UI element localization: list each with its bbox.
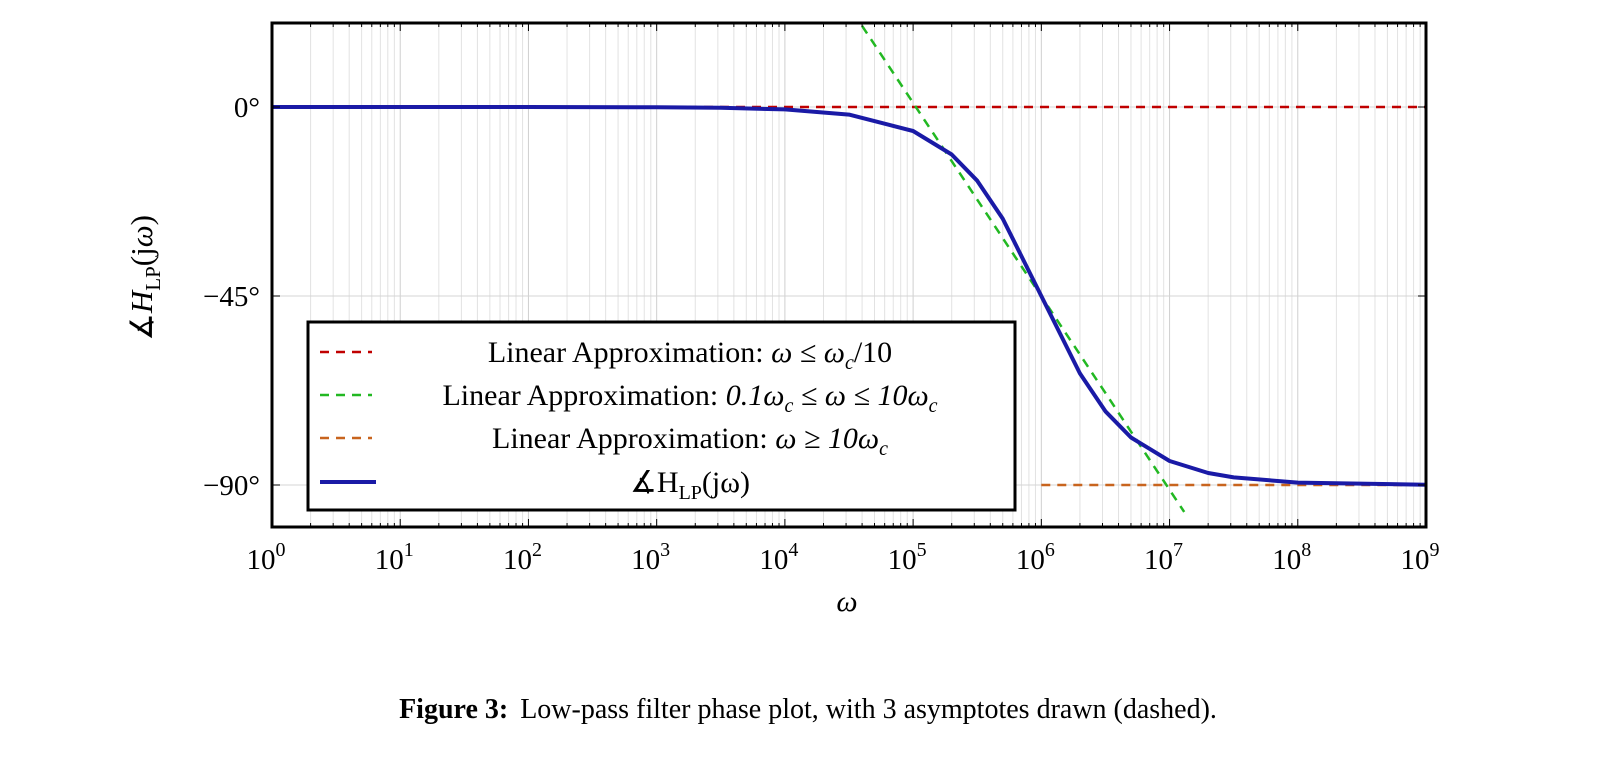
y-tick-label: 0° bbox=[234, 92, 260, 124]
x-tick-label: 100 bbox=[247, 539, 286, 576]
legend-box bbox=[306, 320, 1017, 512]
series-phase-curve bbox=[272, 105, 1426, 487]
y-axis-label: ∡HLP(jω) bbox=[124, 215, 165, 341]
x-axis-label: ω bbox=[836, 585, 857, 618]
axis-ticks: 0° −45° −90° 100 101 102 103 104 105 106 107 108 109 bbox=[203, 23, 1440, 576]
x-tick-label: 105 bbox=[888, 539, 927, 576]
legend: Linear Approximation: ω ≤ ωc/10 Linear A… bbox=[306, 320, 1017, 512]
x-tick-label: 109 bbox=[1401, 539, 1440, 576]
phase-plot-chart: 0° −45° −90° 100 101 102 103 104 105 106 107 108 109… bbox=[124, 21, 1440, 618]
y-tick-label: −90° bbox=[203, 470, 260, 502]
legend-label-below-corner: Linear Approximation: ω ≤ ωc/10 bbox=[488, 336, 892, 374]
series-transition-asymptote bbox=[861, 25, 1186, 513]
legend-label-transition: Linear Approximation: 0.1ωc ≤ ω ≤ 10ωc bbox=[442, 379, 937, 417]
x-tick-label: 106 bbox=[1016, 539, 1055, 576]
y-tick-label: −45° bbox=[203, 281, 260, 313]
x-tick-label: 101 bbox=[375, 539, 414, 576]
svg-text:∡HLP(jω): ∡HLP(jω) bbox=[124, 215, 165, 341]
legend-label-phase: ∡HLP(jω) bbox=[630, 466, 750, 504]
x-tick-label: 103 bbox=[631, 539, 670, 576]
caption-text: Low-pass filter phase plot, with 3 asymp… bbox=[520, 694, 1217, 725]
figure-caption: Figure 3: Low-pass filter phase plot, wit… bbox=[0, 694, 1616, 726]
x-tick-label: 108 bbox=[1272, 539, 1311, 576]
data-series bbox=[272, 25, 1426, 513]
x-tick-label: 107 bbox=[1144, 539, 1183, 576]
x-tick-label: 104 bbox=[759, 539, 798, 576]
x-tick-label: 102 bbox=[503, 539, 542, 576]
caption-label: Figure 3: bbox=[399, 694, 509, 725]
plot-frame bbox=[270, 21, 1428, 529]
legend-label-above-corner: Linear Approximation: ω ≥ 10ωc bbox=[492, 422, 888, 460]
